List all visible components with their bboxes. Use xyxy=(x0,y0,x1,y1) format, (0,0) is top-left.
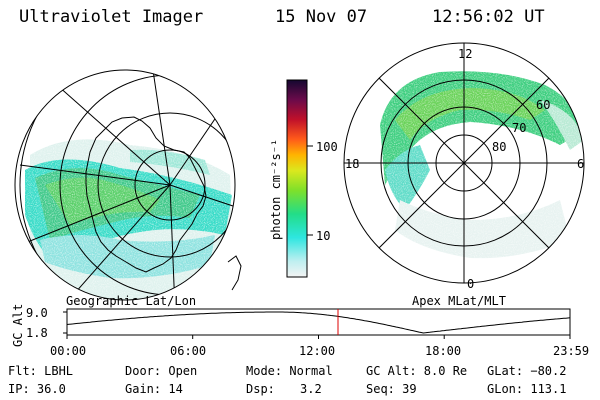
ip-info: IP: 36.0 xyxy=(8,382,66,396)
mlt-label-18: 18 xyxy=(345,157,360,171)
glat-info: GLat: −80.2 xyxy=(487,364,567,378)
x-tick-0600: 06:00 xyxy=(170,344,207,358)
x-tick-2359: 23:59 xyxy=(553,344,590,358)
glon-info: GLon: 113.1 xyxy=(487,382,567,396)
seq-info: Seq: 39 xyxy=(366,382,417,396)
geographic-caption: Geographic Lat/Lon xyxy=(66,294,197,308)
mlt-label-0: 0 xyxy=(467,277,475,291)
door-info: Door: Open xyxy=(125,364,198,378)
mlat-label-70: 70 xyxy=(512,121,527,135)
x-tick-1800: 18:00 xyxy=(425,344,462,358)
altitude-curve xyxy=(66,311,571,334)
date-label: 15 Nov 07 xyxy=(275,7,368,27)
magnetic-caption: Apex MLat/MLT xyxy=(412,294,506,308)
altitude-ymin: 1.8 xyxy=(26,326,48,340)
colorbar xyxy=(286,79,308,278)
mode-info: Mode: Normal xyxy=(246,364,333,378)
altitude-ylabel: GC Alt xyxy=(11,303,25,347)
x-tick-0000: 00:00 xyxy=(50,344,87,358)
dsp-value: 3.2 xyxy=(300,382,322,396)
mlat-label-60: 60 xyxy=(536,98,551,112)
mlat-label-80: 80 xyxy=(492,140,507,154)
mlt-label-6: 6 xyxy=(577,157,585,171)
gc-alt-info: GC Alt: 8.0 Re xyxy=(366,364,468,378)
geographic-image xyxy=(15,70,235,300)
coast-fragment xyxy=(227,255,242,291)
colorbar-label: photon cm⁻²s⁻¹ xyxy=(269,138,283,240)
x-tick-1200: 12:00 xyxy=(299,344,336,358)
gain-info: Gain: 14 xyxy=(125,382,183,396)
filter-info: Flt: LBHL xyxy=(8,364,74,378)
dsp-label: Dsp: xyxy=(246,382,275,396)
coastline xyxy=(85,116,207,273)
colorbar-tick-10: 10 xyxy=(316,229,331,243)
altitude-ymax: 9.0 xyxy=(26,306,48,320)
mlt-label-12: 12 xyxy=(458,47,473,61)
magnetic-grid xyxy=(343,42,585,284)
altitude-plot xyxy=(63,308,571,339)
time-label: 12:56:02 UT xyxy=(432,7,545,27)
magnetic-image xyxy=(344,43,584,283)
instrument-title: Ultraviolet Imager xyxy=(19,7,204,27)
colorbar-tick-100: 100 xyxy=(316,140,338,154)
